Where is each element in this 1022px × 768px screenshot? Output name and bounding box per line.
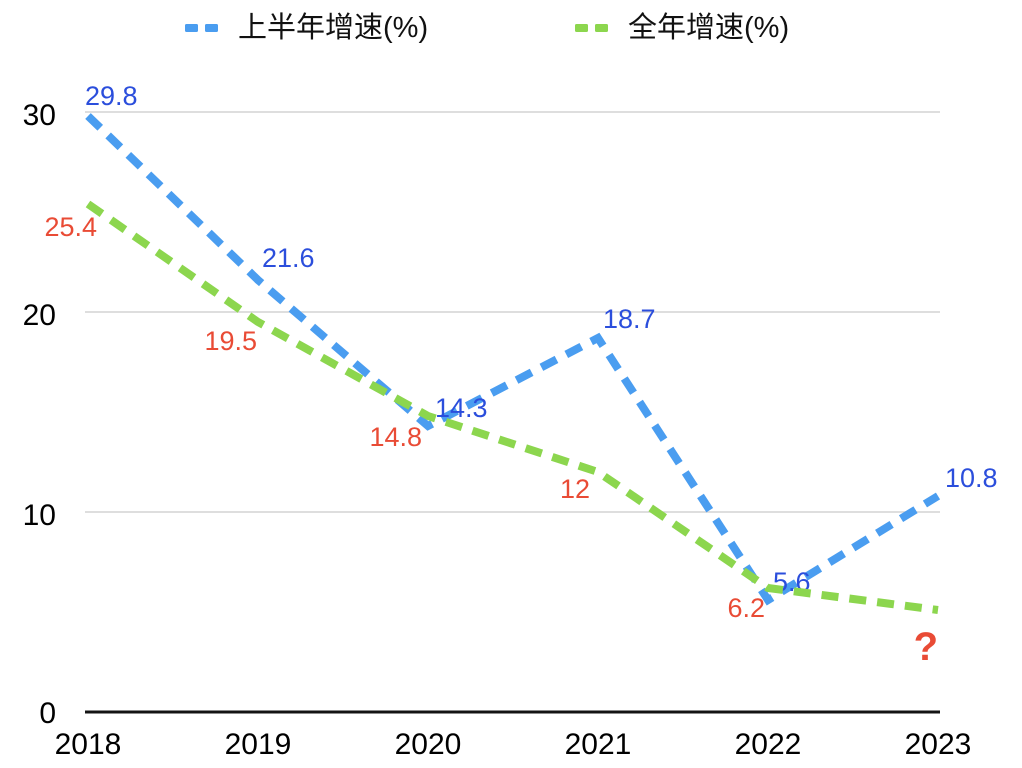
x-axis-tick-label: 2021 — [565, 728, 632, 761]
x-axis-tick-label: 2019 — [225, 728, 292, 761]
full-year-growth-point-label: ? — [914, 625, 938, 669]
first-half-growth-line — [85, 113, 941, 606]
legend-item-full-year-growth: 全年增速(%) — [575, 11, 789, 45]
y-axis-tick-label: 0 — [39, 697, 56, 730]
full-year-growth-point-label: 6.2 — [727, 593, 765, 623]
first-half-growth-point-label: 14.3 — [435, 393, 488, 423]
y-axis-tick-label: 20 — [23, 299, 56, 332]
x-axis-tick-label: 2022 — [735, 728, 802, 761]
first-half-growth-point-label: 29.8 — [85, 81, 138, 111]
x-axis-tick-label: 2020 — [395, 728, 462, 761]
y-axis-tick-label: 10 — [23, 499, 56, 532]
legend-dashed-line-icon — [575, 24, 608, 32]
x-axis-tick-label: 2018 — [55, 728, 122, 761]
legend-dash-icon — [595, 24, 608, 32]
x-axis-tick-label: 2023 — [905, 728, 972, 761]
full-year-growth-point-label: 12 — [560, 474, 590, 504]
full-year-growth-point-label: 14.8 — [369, 422, 422, 452]
first-half-growth-point-label: 18.7 — [603, 304, 656, 334]
first-half-growth-point-label: 10.8 — [945, 463, 998, 493]
full-year-growth-point-label: 25.4 — [44, 212, 97, 242]
legend: 上半年增速(%) 全年增速(%) — [0, 11, 1022, 47]
legend-item-first-half-growth: 上半年增速(%) — [185, 11, 428, 45]
legend-dashed-line-icon — [185, 24, 218, 32]
legend-label: 上半年增速(%) — [238, 12, 429, 44]
full-year-growth-line — [85, 200, 939, 614]
legend-label: 全年增速(%) — [628, 12, 790, 44]
legend-dash-icon — [205, 24, 218, 32]
legend-dash-icon — [575, 24, 588, 32]
y-axis-tick-label: 30 — [23, 99, 56, 132]
legend-dash-icon — [185, 24, 198, 32]
full-year-growth-point-label: 19.5 — [204, 326, 257, 356]
first-half-growth-point-label: 21.6 — [262, 243, 315, 273]
